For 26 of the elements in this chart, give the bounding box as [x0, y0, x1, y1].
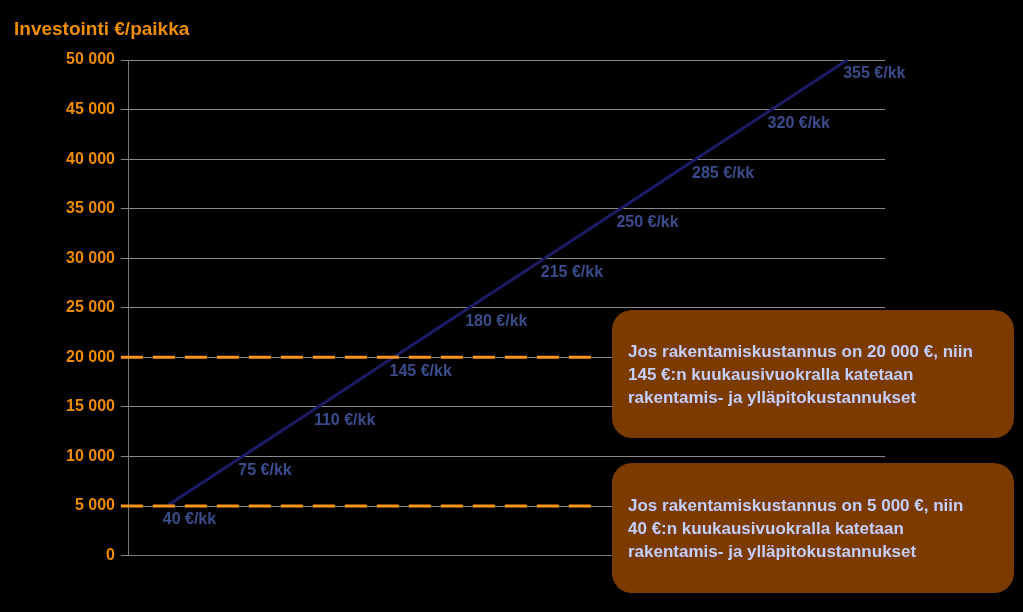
annotation: Jos rakentamiskustannus on 20 000 €, niin 145 €:n kuukausivuokralla katetaan rakentamis- ja ylläpitokustannukset	[628, 340, 974, 409]
annotation: 355 €/kk	[843, 64, 906, 82]
y-tick-label: 30 000	[66, 248, 116, 266]
y-tick-label: 20 000	[66, 347, 116, 365]
y-tick-label: 40 000	[66, 149, 116, 167]
y-tick-label: 15 000	[66, 397, 116, 415]
annotation: 145 €/kk	[389, 361, 452, 379]
y-tick-label: 10 000	[66, 446, 116, 464]
annotation: 180 €/kk	[465, 312, 528, 330]
annotation: 250 €/kk	[616, 213, 679, 231]
annotation: 40 €/kk	[162, 510, 217, 528]
annotation: Jos rakentamiskustannus on 5 000 €, niin 40 €:n kuukausivuokralla katetaan rakentamis- ja ylläpitokustannukset	[628, 494, 965, 563]
y-axis-title: Investointi €/paikka	[14, 18, 190, 40]
y-tick-label: 45 000	[66, 99, 116, 117]
y-tick-label: 0	[106, 546, 116, 564]
callout-box: Jos rakentamiskustannus on 5 000 €, niin 40 €:n kuukausivuokralla katetaan rakentamis- ja ylläpitokustannukset	[612, 463, 1014, 593]
annotation: 110 €/kk	[313, 411, 376, 429]
y-tick-label: 25 000	[66, 298, 116, 316]
annotation: 320 €/kk	[767, 113, 830, 131]
annotation: 215 €/kk	[540, 262, 604, 280]
callout-box: Jos rakentamiskustannus on 20 000 €, niin 145 €:n kuukausivuokralla katetaan rakentamis- ja ylläpitokustannukset	[612, 310, 1014, 438]
y-tick-label: 50 000	[66, 50, 116, 68]
y-tick-label: 5 000	[74, 496, 116, 514]
annotation: 285 €/kk	[691, 163, 755, 181]
annotation: 75 €/kk	[238, 460, 292, 478]
y-tick-label: 35 000	[66, 199, 116, 217]
